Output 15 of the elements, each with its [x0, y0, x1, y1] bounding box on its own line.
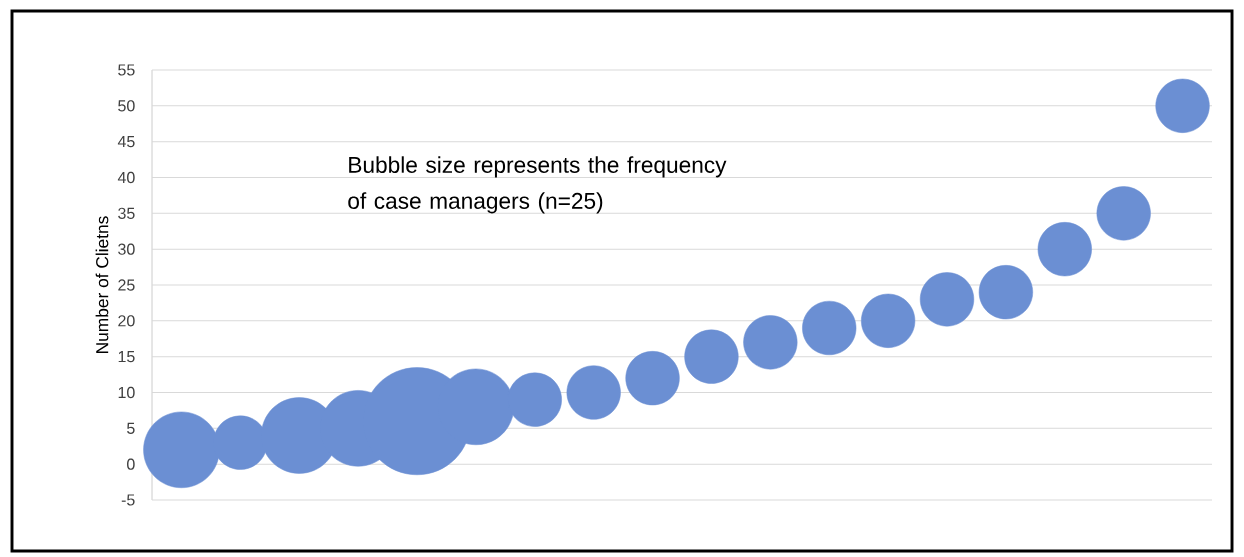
- y-tick-label: 20: [118, 315, 135, 327]
- y-tick-label: 30: [118, 243, 135, 255]
- y-axis-title: Number of Clietns: [95, 216, 109, 353]
- y-tick-label: 0: [127, 458, 135, 470]
- y-tick-label: -5: [121, 494, 135, 506]
- y-tick-label: 25: [118, 279, 135, 291]
- y-tick-label: 5: [127, 422, 135, 434]
- y-tick-label: 45: [117, 136, 135, 148]
- y-tick-label: 10: [118, 386, 135, 399]
- y-tick-label: 40: [117, 171, 135, 184]
- y-tick-label: 15: [118, 351, 135, 363]
- annotation: Bubble size represents the frequency of case managers (n=25): [348, 156, 727, 214]
- y-tick-label: 55: [118, 64, 135, 76]
- y-tick-label: 50: [118, 100, 135, 112]
- y-tick-label: 35: [118, 207, 135, 219]
